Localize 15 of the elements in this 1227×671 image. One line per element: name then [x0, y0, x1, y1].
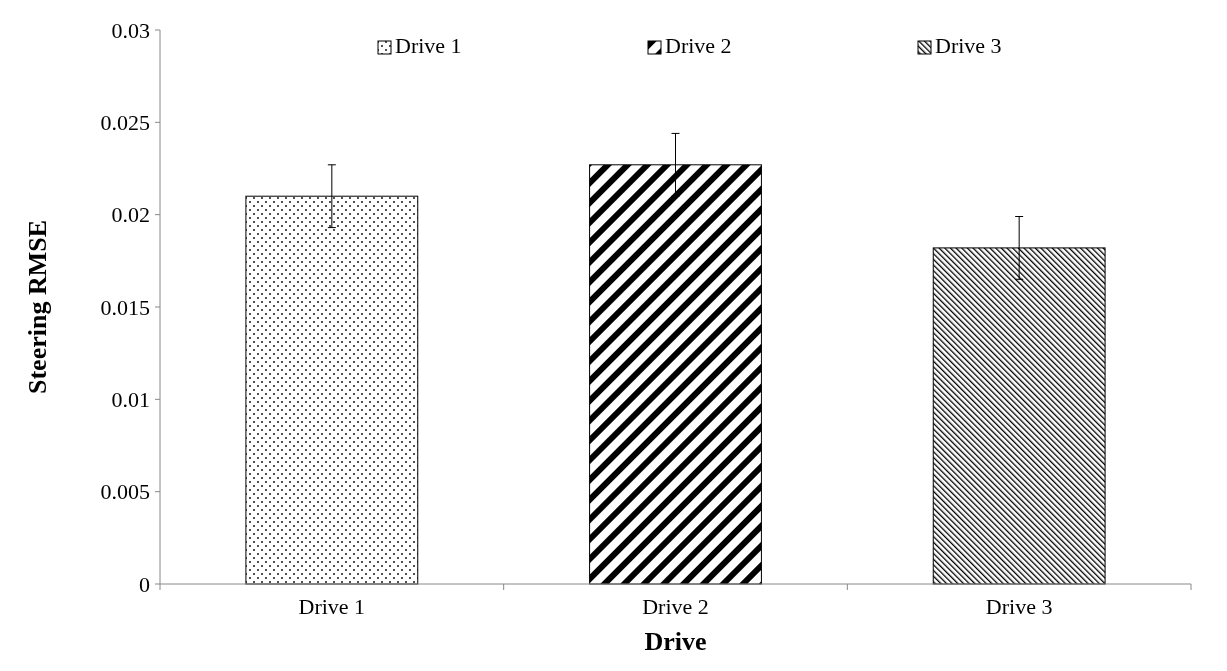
legend-label: Drive 2 [665, 33, 732, 58]
y-tick-label: 0.015 [100, 294, 150, 320]
x-tick-label: Drive 1 [298, 594, 366, 619]
legend-label: Drive 1 [395, 33, 462, 58]
x-tick-label: Drive 3 [985, 594, 1053, 619]
x-axis-title: Drive [644, 627, 707, 656]
x-tick-label: Drive 2 [642, 594, 709, 619]
y-tick-label: 0 [139, 571, 150, 597]
legend-label: Drive 3 [935, 33, 1002, 58]
y-tick-label: 0.025 [100, 110, 150, 136]
y-tick-label: 0.005 [100, 479, 150, 505]
y-tick-label: 0.02 [111, 202, 150, 228]
y-tick-label: 0.03 [111, 17, 150, 43]
y-axis-title: Steering RMSE [23, 219, 52, 395]
y-tick-label: 0.01 [111, 387, 150, 413]
